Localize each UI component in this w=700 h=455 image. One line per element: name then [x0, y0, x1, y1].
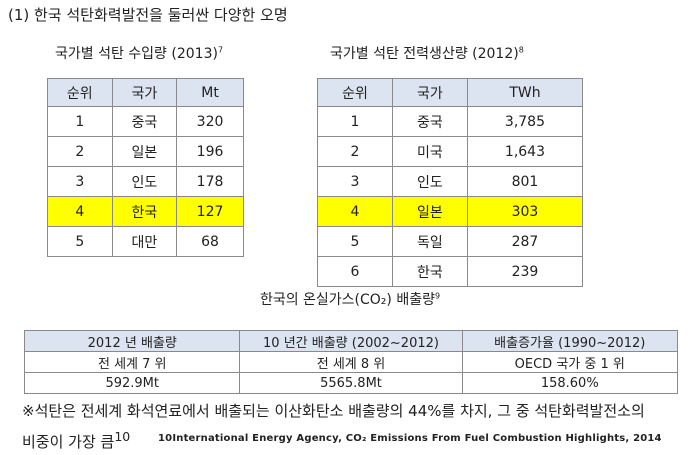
- emissions-table: 2012 년 배출량 10 년간 배출량 (2002~2012) 배출증가율 (…: [23, 330, 678, 394]
- cell-rank: 1: [317, 106, 393, 137]
- table-row: 1 중국 3,785: [317, 106, 584, 137]
- cell-country: 미국: [391, 136, 468, 167]
- cell-value: 287: [466, 226, 584, 257]
- cell-value: 1,643: [466, 136, 584, 167]
- cell-value: 127: [176, 196, 244, 227]
- cell-rank: 2: [47, 136, 113, 167]
- cell-rank: 4: [47, 196, 113, 227]
- header-country: 국가: [391, 78, 468, 107]
- cell-value: 196: [176, 136, 244, 167]
- header-unit: TWh: [466, 78, 584, 107]
- note-line-2: 비중이 가장 큼10: [22, 429, 131, 451]
- cell-rank: 6: [317, 256, 393, 287]
- cell-rank: 2: [317, 136, 393, 167]
- header-10yr-emissions: 10 년간 배출량 (2002~2012): [239, 330, 463, 352]
- note-line-1: ※석탄은 전세계 화석연료에서 배출되는 이산화탄소 배출량의 44%를 차지,…: [22, 402, 645, 420]
- cell-country: 중국: [391, 106, 468, 137]
- header-growth-rate: 배출증가율 (1990~2012): [461, 330, 678, 352]
- header-rank: 순위: [317, 78, 393, 107]
- cell-value: 320: [176, 106, 244, 137]
- coal-import-table: 순위 국가 Mt 1 중국 320 2 일본 196 3 인도 178 4 한국 127 5 대만…: [47, 78, 244, 257]
- note-ref: 10: [114, 429, 131, 444]
- table-row: 3 인도 801: [317, 166, 584, 197]
- table-row: 6 한국 239: [317, 256, 584, 287]
- section-heading: (1) 한국 석탄화력발전을 둘러싼 다양한 오명: [8, 6, 288, 24]
- cell-rank: 1: [47, 106, 113, 137]
- emissions-caption-ref: 9: [434, 291, 441, 301]
- power-table-title: 국가별 석탄 전력생산량 (2012)8: [330, 45, 524, 62]
- cell-rank: 3: [317, 166, 393, 197]
- cell-10yr-value: 5565.8Mt: [239, 372, 463, 394]
- import-title-ref: 7: [217, 45, 224, 55]
- table-header-row: 순위 국가 Mt: [47, 78, 244, 107]
- emissions-caption: 한국의 온실가스(CO₂) 배출량9: [259, 291, 441, 308]
- cell-rank: 4: [317, 196, 393, 227]
- table-row-highlighted: 4 일본 303: [317, 196, 584, 227]
- power-title-ref: 8: [518, 45, 524, 55]
- header-country: 국가: [111, 78, 178, 107]
- table-row: 5 독일 287: [317, 226, 584, 257]
- table-row: 592.9Mt 5565.8Mt 158.60%: [23, 372, 678, 394]
- table-row: 3 인도 178: [47, 166, 244, 197]
- cell-10yr-rank: 전 세계 8 위: [239, 351, 463, 373]
- coal-power-table: 순위 국가 TWh 1 중국 3,785 2 미국 1,643 3 인도 801 4 일본 30…: [317, 78, 584, 287]
- cell-rank: 5: [317, 226, 393, 257]
- footnote-source: 10International Energy Agency, CO₂ Emiss…: [158, 433, 662, 444]
- table-row: 5 대만 68: [47, 226, 244, 257]
- header-2012-emissions: 2012 년 배출량: [23, 330, 241, 352]
- table-row: 1 중국 320: [47, 106, 244, 137]
- cell-value: 239: [466, 256, 584, 287]
- table-row-highlighted: 4 한국 127: [47, 196, 244, 227]
- header-rank: 순위: [47, 78, 113, 107]
- cell-value: 178: [176, 166, 244, 197]
- cell-country: 인도: [391, 166, 468, 197]
- cell-rank: 5: [47, 226, 113, 257]
- cell-2012-value: 592.9Mt: [23, 372, 241, 394]
- table-header-row: 2012 년 배출량 10 년간 배출량 (2002~2012) 배출증가율 (…: [23, 330, 678, 352]
- cell-country: 한국: [111, 196, 178, 227]
- table-row: 2 미국 1,643: [317, 136, 584, 167]
- cell-value: 3,785: [466, 106, 584, 137]
- cell-country: 일본: [111, 136, 178, 167]
- cell-growth-value: 158.60%: [461, 372, 678, 394]
- cell-country: 일본: [391, 196, 468, 227]
- cell-country: 한국: [391, 256, 468, 287]
- table-header-row: 순위 국가 TWh: [317, 78, 584, 107]
- cell-rank: 3: [47, 166, 113, 197]
- cell-country: 대만: [111, 226, 178, 257]
- footnote-number: 10: [158, 433, 173, 444]
- cell-value: 801: [466, 166, 584, 197]
- cell-2012-rank: 전 세계 7 위: [23, 351, 241, 373]
- cell-value: 68: [176, 226, 244, 257]
- header-unit: Mt: [176, 78, 244, 107]
- cell-growth-rank: OECD 국가 중 1 위: [461, 351, 678, 373]
- cell-country: 인도: [111, 166, 178, 197]
- cell-country: 중국: [111, 106, 178, 137]
- table-row: 2 일본 196: [47, 136, 244, 167]
- table-row: 전 세계 7 위 전 세계 8 위 OECD 국가 중 1 위: [23, 351, 678, 373]
- import-table-title: 국가별 석탄 수입량 (2013)7: [55, 45, 224, 62]
- cell-country: 독일: [391, 226, 468, 257]
- cell-value: 303: [466, 196, 584, 227]
